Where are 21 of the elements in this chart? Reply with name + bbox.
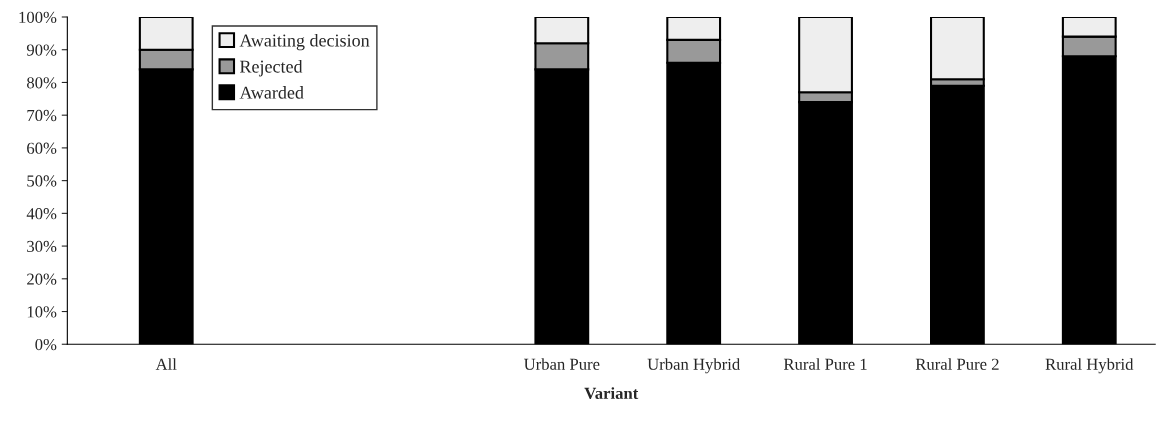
legend-label: Awaiting decision bbox=[239, 33, 370, 51]
y-tick-label: 100% bbox=[19, 11, 57, 23]
y-tick-label: 20% bbox=[27, 273, 57, 285]
y-tick-label: 10% bbox=[27, 306, 57, 318]
y-tick-label: 50% bbox=[27, 175, 57, 187]
y-tick-label: 90% bbox=[26, 44, 57, 56]
x-tick-label: Rural Pure 1 bbox=[783, 358, 867, 370]
x-tick-label: Urban Hybrid bbox=[647, 358, 740, 374]
y-tick-label: 0% bbox=[35, 338, 57, 351]
x-axis-title: Variant bbox=[584, 387, 639, 400]
x-tick-label: Rural Hybrid bbox=[1045, 358, 1134, 374]
y-tick-label: 60% bbox=[27, 142, 57, 154]
x-tick-label: Urban Pure bbox=[523, 358, 600, 370]
y-tick-label: 70% bbox=[27, 109, 57, 122]
y-tick-label: 40% bbox=[26, 208, 57, 220]
x-tick-label: Rural Pure 2 bbox=[915, 358, 999, 370]
legend-label: Awarded bbox=[239, 86, 304, 99]
x-tick-label: All bbox=[155, 358, 177, 370]
legend-label: Rejected bbox=[239, 60, 303, 77]
y-tick-label: 80% bbox=[27, 77, 57, 89]
y-tick-label: 30% bbox=[27, 240, 57, 253]
